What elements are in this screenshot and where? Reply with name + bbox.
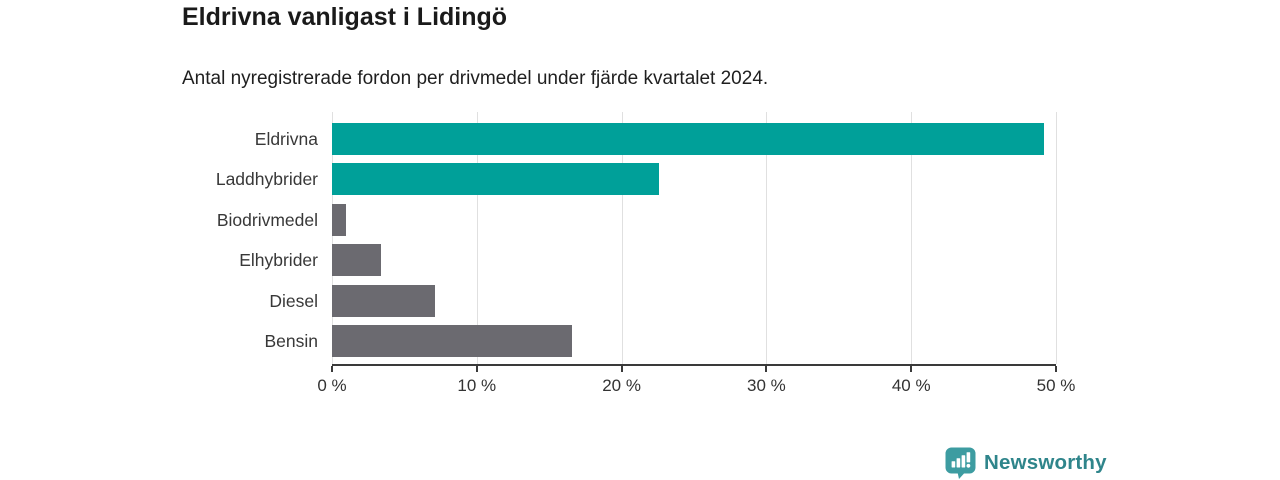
gridline-50 <box>1056 112 1057 364</box>
category-label-eldrivna: Eldrivna <box>254 129 318 149</box>
tick-label-20: 20 % <box>602 376 641 395</box>
axis-tick-30 <box>765 366 768 372</box>
bar-laddhybrider <box>332 163 660 196</box>
axis-tick-50 <box>1055 366 1057 372</box>
bar-chart <box>0 112 1057 364</box>
tick-label-10: 10 % <box>457 376 497 395</box>
axis-tick-40 <box>910 366 913 372</box>
bar-biodrivmedel <box>332 203 347 236</box>
gridline-0 <box>332 112 333 364</box>
x-axis: 0 % 10 % 20 % 30 % 40 % 50 % <box>317 364 1075 404</box>
tick-label-50: 50 % <box>1036 376 1076 395</box>
chart-title: Eldrivna vanligast i Lidingö <box>182 3 508 31</box>
axis-tick-20 <box>620 366 623 372</box>
newsworthy-wordmark: Newsworthy <box>984 451 1107 474</box>
gridline-20 <box>621 112 623 364</box>
gridline-40 <box>911 112 913 364</box>
bar-chart-badge-icon <box>945 447 976 479</box>
chart-subtitle: Antal nyregistrerade fordon per drivmede… <box>182 68 769 89</box>
bar-diesel <box>332 284 435 317</box>
bar-eldrivna <box>332 123 1045 155</box>
tick-label-0: 0 % <box>317 376 347 395</box>
category-label-diesel: Diesel <box>269 290 318 311</box>
x-axis-line <box>332 364 1056 366</box>
tick-label-30: 30 % <box>747 376 786 395</box>
axis-tick-10 <box>475 366 478 372</box>
category-label-laddhybrider: Laddhybrider <box>215 169 318 190</box>
category-label-bensin: Bensin <box>264 331 318 351</box>
bar-elhybrider <box>332 244 382 277</box>
tick-label-40: 40 % <box>891 376 931 395</box>
bar-bensin <box>332 325 573 357</box>
gridline-10 <box>476 112 478 364</box>
axis-tick-0 <box>331 366 333 372</box>
category-label-elhybrider: Elhybrider <box>239 250 318 271</box>
newsworthy-logo: Newsworthy <box>945 447 1107 479</box>
gridline-30 <box>766 112 768 364</box>
plot-area <box>332 112 1057 364</box>
category-label-biodrivmedel: Biodrivmedel <box>216 209 318 230</box>
